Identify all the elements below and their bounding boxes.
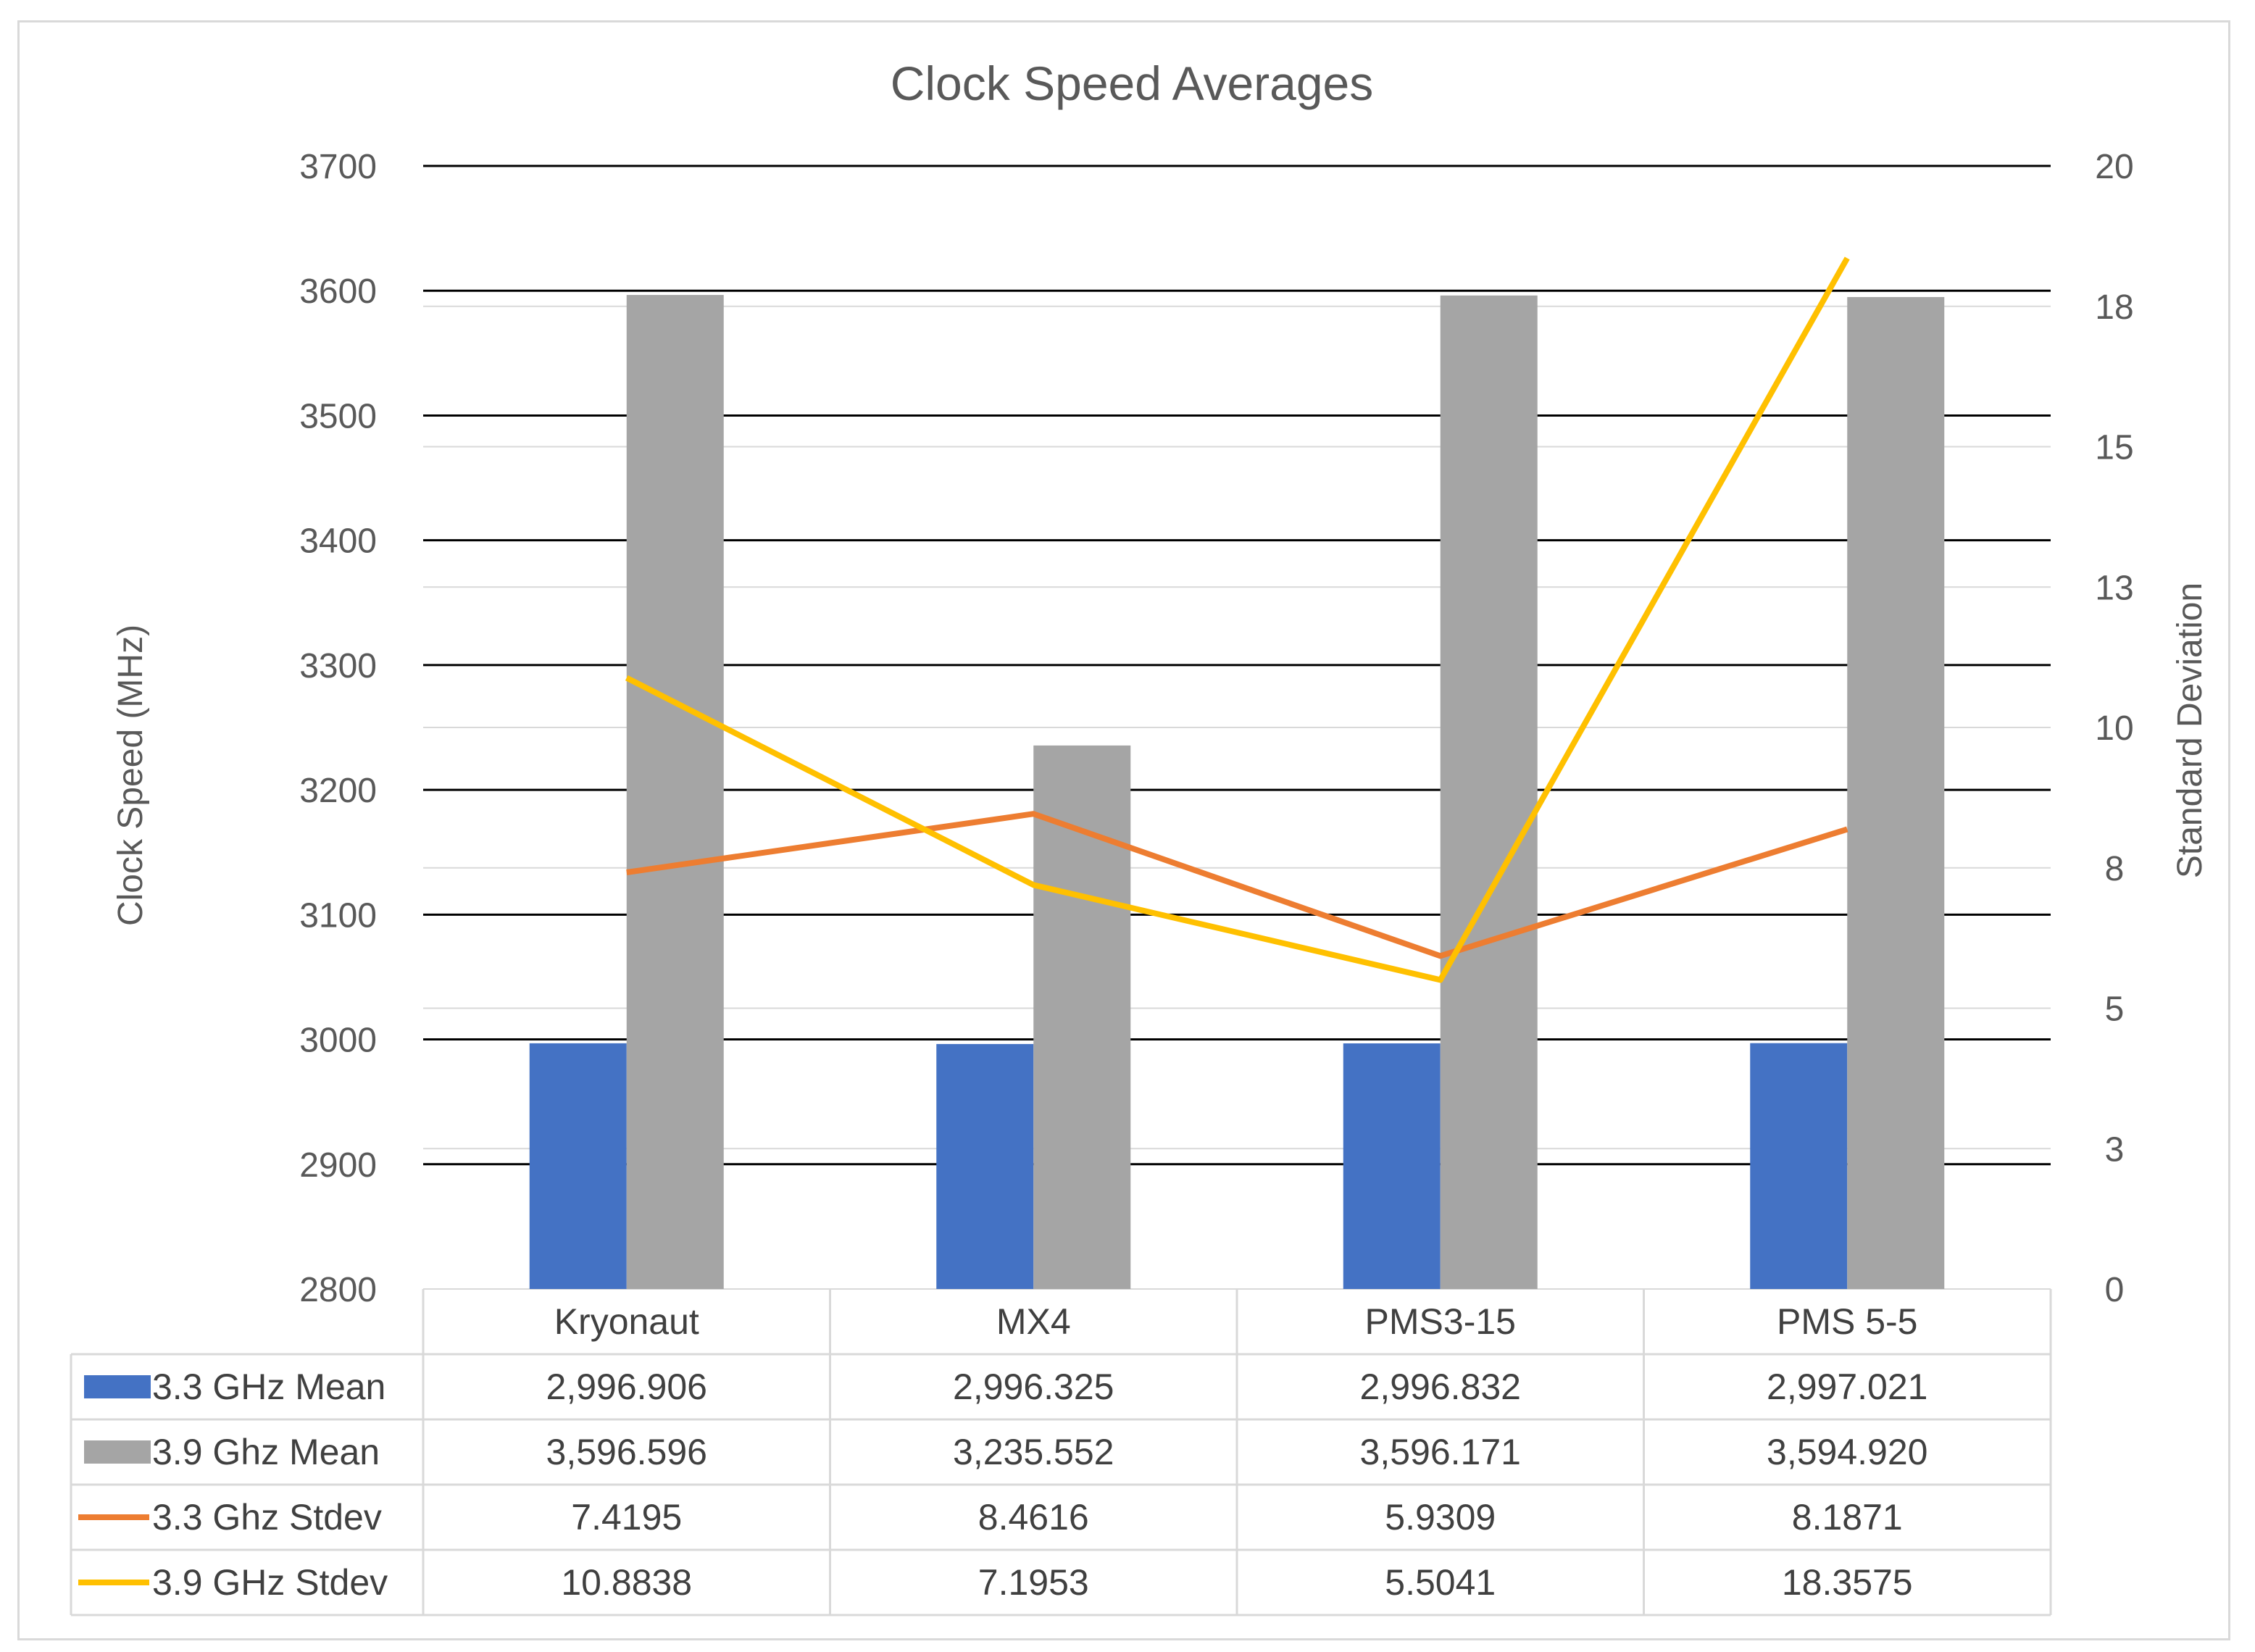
category-label-0: Kryonaut bbox=[554, 1301, 699, 1342]
bar-3-3-ghz-mean-1 bbox=[936, 1043, 1034, 1289]
y-right-tick-3: 3 bbox=[2105, 1130, 2125, 1169]
cell-3-9-ghz-mean-3: 3,594.920 bbox=[1767, 1432, 1927, 1472]
cell-3-9-ghz-mean-2: 3,596.171 bbox=[1360, 1432, 1521, 1472]
cell-3-3-ghz-stdev-0: 7.4195 bbox=[571, 1497, 682, 1538]
bar-3-9-ghz-mean-1 bbox=[1033, 745, 1131, 1289]
y-left-tick-3000: 3000 bbox=[299, 1022, 377, 1060]
cell-3-9-ghz-stdev-1: 7.1953 bbox=[978, 1562, 1089, 1603]
y-right-tick-10: 10 bbox=[2095, 709, 2133, 748]
y-right-tick-18: 18 bbox=[2095, 288, 2133, 327]
legend-key-3-9-ghz-mean bbox=[84, 1440, 151, 1464]
cell-3-9-ghz-stdev-2: 5.5041 bbox=[1385, 1562, 1496, 1603]
legend-label-3-9-ghz-mean: 3.9 Ghz Mean bbox=[152, 1432, 380, 1472]
y-right-tick-13: 13 bbox=[2095, 569, 2133, 607]
cell-3-3-ghz-stdev-1: 8.4616 bbox=[978, 1497, 1089, 1538]
y-right-tick-8: 8 bbox=[2105, 850, 2125, 888]
bars bbox=[529, 295, 1945, 1290]
axes: 2800290030003100320033003400350036003700… bbox=[299, 148, 2133, 1309]
cell-3-9-ghz-mean-0: 3,596.596 bbox=[546, 1432, 707, 1472]
y-right-tick-15: 15 bbox=[2095, 429, 2133, 467]
cell-3-3-ghz-stdev-2: 5.9309 bbox=[1385, 1497, 1496, 1538]
bar-3-3-ghz-mean-3 bbox=[1750, 1043, 1848, 1289]
bar-3-9-ghz-mean-2 bbox=[1440, 295, 1538, 1289]
cell-3-9-ghz-stdev-0: 10.8838 bbox=[561, 1562, 692, 1603]
y-axis-left-label: Clock Speed (MHz) bbox=[112, 625, 150, 926]
y-right-tick-5: 5 bbox=[2105, 990, 2125, 1029]
category-label-1: MX4 bbox=[996, 1301, 1071, 1342]
cell-3-3-ghz-mean-1: 2,996.325 bbox=[953, 1367, 1114, 1407]
y-right-tick-20: 20 bbox=[2095, 148, 2133, 186]
cell-3-3-ghz-mean-0: 2,996.906 bbox=[546, 1367, 707, 1407]
cell-3-3-ghz-mean-2: 2,996.832 bbox=[1360, 1367, 1521, 1407]
legend-label-3-9-ghz-stdev: 3.9 GHz Stdev bbox=[152, 1562, 388, 1603]
chart-title: Clock Speed Averages bbox=[891, 57, 1374, 110]
cell-3-9-ghz-stdev-3: 18.3575 bbox=[1782, 1562, 1913, 1603]
legend-key-3-3-ghz-mean bbox=[84, 1375, 151, 1398]
data-table: Kryonaut MX4 PMS3-15 PMS 5-5 3.3 GHz Mean 2,9… bbox=[70, 1289, 2052, 1616]
cell-3-9-ghz-mean-1: 3,235.552 bbox=[953, 1432, 1114, 1472]
cell-3-3-ghz-stdev-3: 8.1871 bbox=[1792, 1497, 1903, 1538]
y-left-tick-3500: 3500 bbox=[299, 397, 377, 435]
y-left-tick-3300: 3300 bbox=[299, 647, 377, 685]
y-left-tick-3400: 3400 bbox=[299, 522, 377, 561]
cell-3-3-ghz-mean-3: 2,997.021 bbox=[1767, 1367, 1927, 1407]
bar-3-9-ghz-mean-3 bbox=[1847, 296, 1945, 1290]
bar-3-3-ghz-mean-0 bbox=[529, 1043, 627, 1289]
line-3-3-ghz-stdev bbox=[626, 811, 1848, 959]
y-left-tick-2900: 2900 bbox=[299, 1146, 377, 1185]
line-3-9-ghz-stdev bbox=[625, 256, 1850, 983]
y-right-tick-0: 0 bbox=[2105, 1271, 2125, 1309]
y-left-tick-3200: 3200 bbox=[299, 772, 377, 810]
category-label-3: PMS 5-5 bbox=[1777, 1301, 1918, 1342]
bar-3-3-ghz-mean-2 bbox=[1343, 1043, 1441, 1289]
y-left-tick-3700: 3700 bbox=[299, 148, 377, 186]
legend-label-3-3-ghz-mean: 3.3 GHz Mean bbox=[152, 1367, 385, 1407]
y-left-tick-2800: 2800 bbox=[299, 1271, 377, 1309]
bar-3-9-ghz-mean-0 bbox=[626, 295, 724, 1289]
category-label-2: PMS3-15 bbox=[1365, 1301, 1516, 1342]
y-left-tick-3100: 3100 bbox=[299, 896, 377, 935]
y-left-tick-3600: 3600 bbox=[299, 272, 377, 311]
legend-label-3-3-ghz-stdev: 3.3 Ghz Stdev bbox=[152, 1497, 382, 1538]
lines bbox=[625, 256, 1850, 983]
y-axis-right-label: Standard Deviation bbox=[2171, 583, 2209, 878]
